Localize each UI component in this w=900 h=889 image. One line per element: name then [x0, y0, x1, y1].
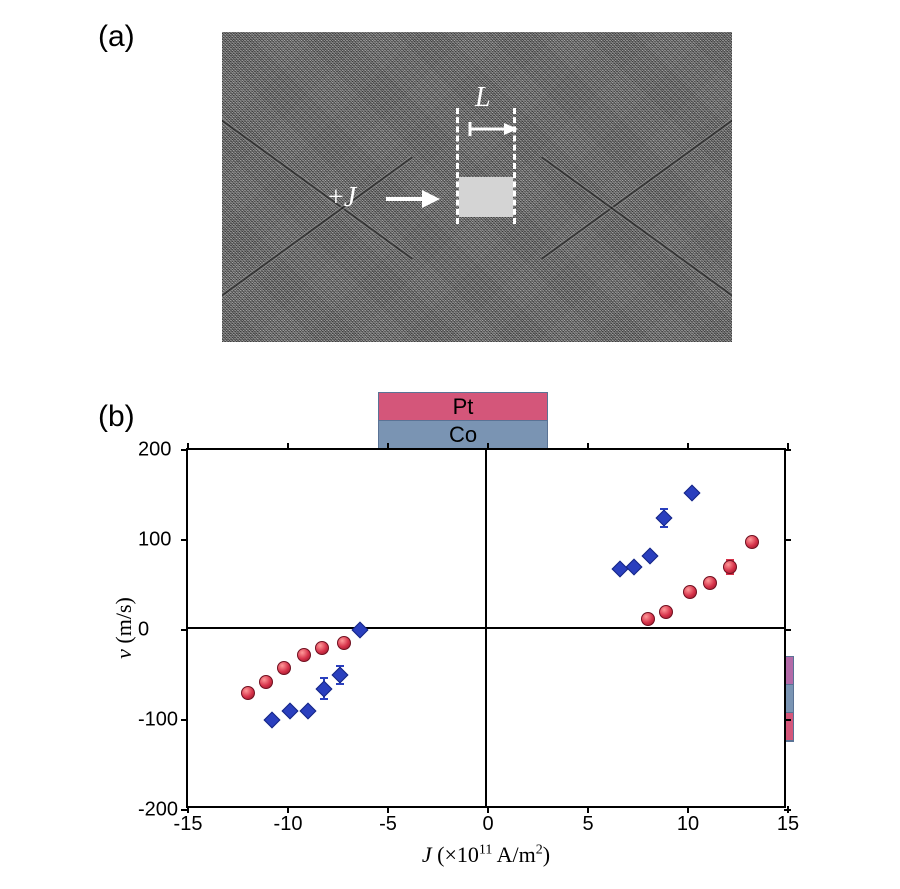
- blue-data-point: [612, 560, 629, 577]
- y-tick: [181, 719, 188, 721]
- y-tick-label: 0: [138, 619, 149, 642]
- red-data-point: [703, 576, 717, 590]
- y-tick: [181, 629, 188, 631]
- red-data-point: [337, 636, 351, 650]
- stack-layer-pt: Pt: [379, 393, 547, 421]
- blue-data-point: [352, 622, 369, 639]
- stack-layer-co: Co: [379, 421, 547, 449]
- y-tick-label: 100: [138, 529, 171, 552]
- j-label: +J: [328, 182, 356, 214]
- y-tick-label: -200: [138, 799, 178, 822]
- red-data-point: [259, 675, 273, 689]
- y-tick: [181, 539, 188, 541]
- y-tick: [784, 449, 791, 451]
- velocity-vs-j-chart: v (m/s) J (×1011 A/m2) -15-10-5051015-20…: [186, 448, 786, 808]
- blue-data-point: [656, 509, 673, 526]
- x-tick-label: -10: [274, 813, 303, 836]
- blue-data-point: [316, 680, 333, 697]
- x-zero-axis: [188, 627, 784, 629]
- error-cap: [320, 698, 328, 700]
- x-tick: [487, 806, 489, 813]
- blue-data-point: [282, 703, 299, 720]
- y-tick: [181, 809, 188, 811]
- y-tick: [784, 809, 791, 811]
- j-ital: J: [344, 182, 356, 213]
- x-tick: [687, 806, 689, 813]
- red-data-point: [641, 612, 655, 626]
- x-tick-label: 15: [777, 813, 799, 836]
- x-tick: [487, 443, 489, 450]
- red-data-point: [297, 648, 311, 662]
- x-tick-label: 0: [482, 813, 493, 836]
- red-data-point: [723, 560, 737, 574]
- y-tick: [784, 539, 791, 541]
- red-data-point: [659, 605, 673, 619]
- x-exp: 11: [479, 843, 492, 858]
- blue-data-point: [684, 485, 701, 502]
- y-tick-label: -100: [138, 709, 178, 732]
- y-axis-title: v (m/s): [111, 597, 137, 659]
- panel-a-micrograph: L +J: [222, 32, 732, 342]
- x-tick: [387, 443, 389, 450]
- blue-data-point: [332, 667, 349, 684]
- x-tick: [287, 806, 289, 813]
- x-tick: [387, 806, 389, 813]
- x-tick: [587, 443, 589, 450]
- red-data-point: [241, 686, 255, 700]
- red-data-point: [683, 585, 697, 599]
- blue-data-point: [642, 548, 659, 565]
- x-tick: [587, 806, 589, 813]
- y-tick: [181, 449, 188, 451]
- j-arrow-icon: [384, 187, 440, 211]
- red-data-point: [315, 641, 329, 655]
- x-tick: [687, 443, 689, 450]
- y-tick: [784, 629, 791, 631]
- error-cap: [320, 677, 328, 679]
- l-label: L: [475, 82, 491, 114]
- panel-a-label: (a): [98, 20, 135, 54]
- red-data-point: [745, 535, 759, 549]
- l-arrow-icon: [466, 120, 518, 138]
- blue-data-point: [264, 712, 281, 729]
- j-plus: +: [328, 182, 344, 213]
- blue-data-point: [300, 703, 317, 720]
- x-axis-title: J (×1011 A/m2): [422, 842, 550, 868]
- x-tick-label: -5: [379, 813, 397, 836]
- red-data-point: [277, 661, 291, 675]
- x-tick-label: 10: [677, 813, 699, 836]
- y-tick-label: 200: [138, 439, 171, 462]
- x-tick-label: 5: [582, 813, 593, 836]
- x-tick: [287, 443, 289, 450]
- y-tick: [784, 719, 791, 721]
- x-exp2: 2: [536, 843, 543, 858]
- panel-b-label: (b): [98, 400, 135, 434]
- blue-data-point: [626, 559, 643, 576]
